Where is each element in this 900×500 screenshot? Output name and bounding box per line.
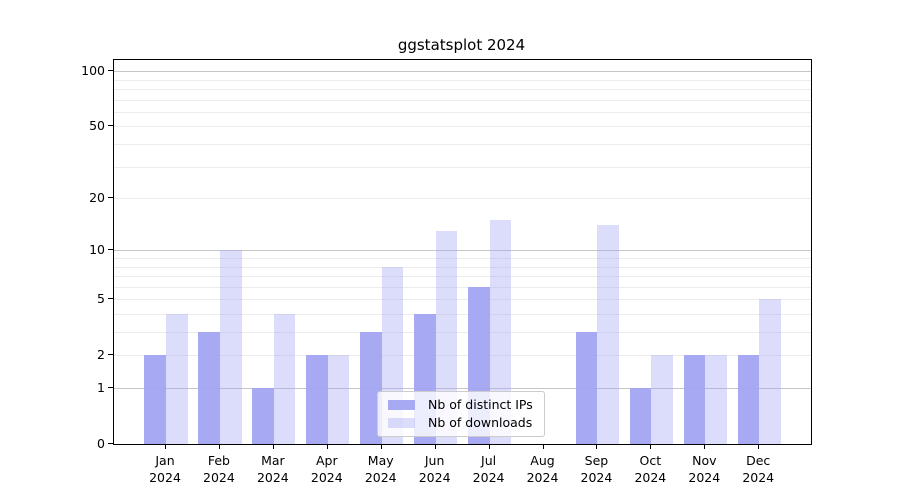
bar-distinct-ips xyxy=(575,332,598,444)
x-tick-mark xyxy=(488,444,490,449)
y-tick-mark xyxy=(108,443,113,444)
legend-label-downloads: Nb of downloads xyxy=(428,415,533,430)
legend-label-distinct-ips: Nb of distinct IPs xyxy=(428,397,533,412)
x-tick-mark xyxy=(326,444,328,449)
major-gridline xyxy=(114,388,811,389)
minor-gridline xyxy=(114,89,811,90)
minor-gridline xyxy=(114,126,811,128)
bar-distinct-ips xyxy=(683,355,706,444)
x-tick-mark xyxy=(434,444,436,449)
bar-downloads xyxy=(705,355,727,444)
y-tick-label: 1 xyxy=(97,379,105,395)
bar-downloads xyxy=(759,299,781,444)
bar-downloads xyxy=(435,230,458,444)
x-tick-label: Dec 2024 xyxy=(742,453,775,485)
legend-swatch-distinct-ips xyxy=(388,399,415,410)
x-tick-label: Jan 2024 xyxy=(149,453,181,485)
bar-downloads xyxy=(166,313,188,444)
minor-gridline xyxy=(114,332,811,333)
minor-gridline xyxy=(114,166,811,168)
minor-gridline xyxy=(114,99,811,101)
bar-distinct-ips xyxy=(629,388,652,444)
bar-downloads xyxy=(273,313,296,444)
x-tick-mark xyxy=(650,444,652,449)
x-tick-mark xyxy=(704,444,706,449)
minor-gridline xyxy=(114,266,811,268)
x-tick-label: Oct 2024 xyxy=(634,453,667,485)
y-tick-mark xyxy=(108,249,113,251)
bar-downloads xyxy=(327,355,350,444)
x-tick-label: Nov 2024 xyxy=(688,453,721,485)
y-tick-label: 20 xyxy=(89,189,105,205)
minor-gridline xyxy=(114,276,811,278)
y-tick-label: 5 xyxy=(97,290,105,306)
x-tick-label: May 2024 xyxy=(364,453,397,485)
y-tick-mark xyxy=(108,70,113,72)
bar-downloads xyxy=(597,225,620,444)
legend: Nb of distinct IPs Nb of downloads xyxy=(377,391,545,437)
legend-swatch-downloads xyxy=(388,417,415,428)
x-tick-label: Jun 2024 xyxy=(418,453,451,485)
bar-downloads xyxy=(219,250,242,444)
major-gridline xyxy=(114,71,811,73)
x-tick-mark xyxy=(542,444,544,449)
x-tick-mark xyxy=(758,444,760,449)
y-tick-label: 2 xyxy=(97,346,105,362)
bar-distinct-ips xyxy=(252,388,274,444)
chart-title: ggstatsplot 2024 xyxy=(397,36,526,54)
x-tick-label: Jul 2024 xyxy=(472,453,505,485)
minor-gridline xyxy=(114,299,811,301)
x-tick-mark xyxy=(596,444,598,449)
y-tick-label: 0 xyxy=(97,435,105,451)
minor-gridline xyxy=(114,313,811,315)
plot-area xyxy=(113,59,812,445)
minor-gridline xyxy=(114,286,811,288)
x-tick-mark xyxy=(218,444,220,449)
bar-downloads xyxy=(651,355,673,444)
minor-gridline xyxy=(114,355,811,357)
minor-gridline xyxy=(114,79,811,81)
x-tick-label: Sep 2024 xyxy=(580,453,613,485)
y-tick-mark xyxy=(108,125,113,127)
minor-gridline xyxy=(114,198,811,200)
x-tick-label: Aug 2024 xyxy=(526,453,559,485)
legend-row: Nb of downloads xyxy=(388,415,533,430)
major-gridline xyxy=(114,250,811,252)
y-tick-label: 10 xyxy=(89,241,105,257)
x-tick-label: Apr 2024 xyxy=(310,453,343,485)
bar-distinct-ips xyxy=(198,332,220,444)
x-tick-label: Feb 2024 xyxy=(203,453,235,485)
x-tick-mark xyxy=(380,444,382,449)
bar-downloads xyxy=(489,220,512,444)
bar-distinct-ips xyxy=(360,332,382,444)
bar-distinct-ips xyxy=(737,355,760,444)
x-tick-mark xyxy=(272,444,274,449)
x-tick-mark xyxy=(165,444,166,449)
minor-gridline xyxy=(114,257,811,259)
legend-row: Nb of distinct IPs xyxy=(388,397,533,412)
minor-gridline xyxy=(114,144,811,145)
y-tick-mark xyxy=(108,387,113,388)
y-tick-mark xyxy=(108,197,113,199)
y-tick-mark xyxy=(108,354,113,356)
y-tick-mark xyxy=(108,298,113,300)
y-tick-label: 50 xyxy=(89,117,105,133)
x-tick-label: Mar 2024 xyxy=(256,453,289,485)
bar-distinct-ips xyxy=(306,355,328,444)
minor-gridline xyxy=(114,111,811,113)
y-tick-label: 100 xyxy=(81,62,105,78)
bar-distinct-ips xyxy=(144,355,166,444)
